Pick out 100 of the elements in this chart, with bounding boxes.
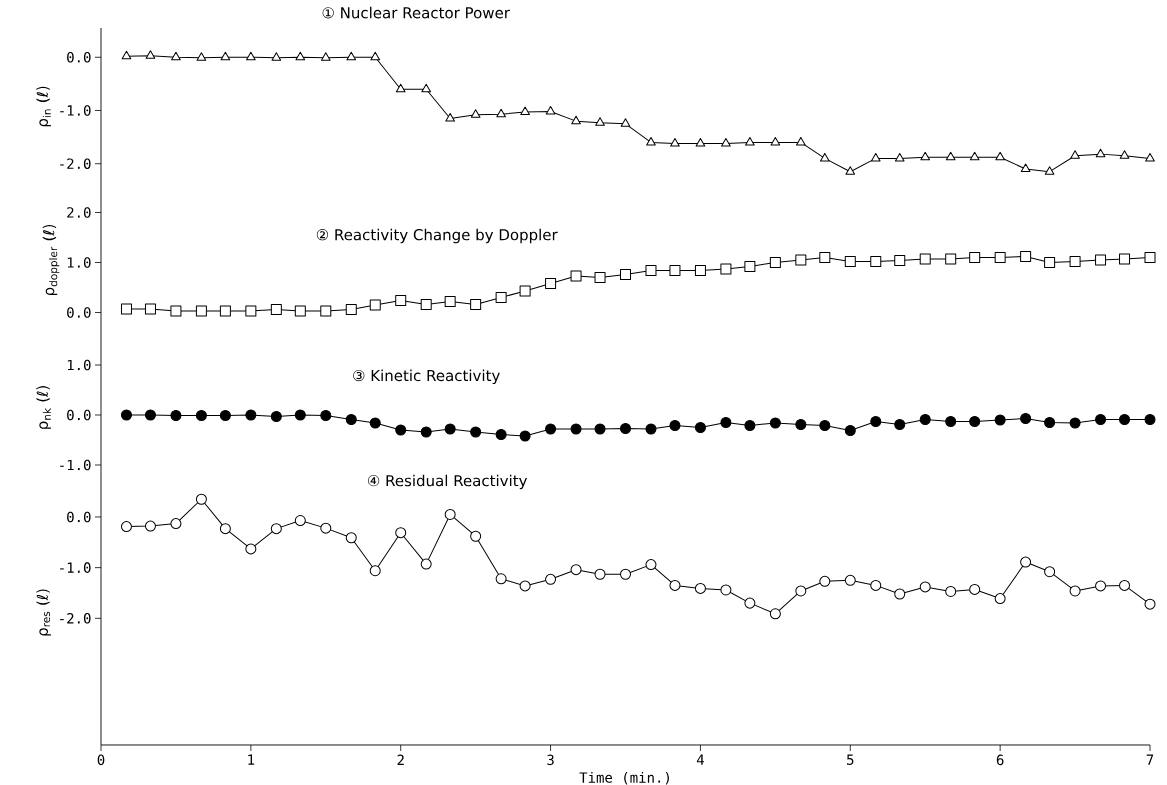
point — [219, 410, 231, 421]
point — [270, 523, 282, 535]
point — [620, 118, 631, 127]
point — [1070, 150, 1080, 159]
point — [1119, 253, 1131, 265]
point — [1095, 254, 1107, 266]
point — [420, 299, 432, 310]
y-tick-label: -1.0 — [60, 459, 91, 471]
point — [369, 565, 381, 577]
y-axis-title: ρ$_{nk}$ (ℓ) — [36, 386, 51, 429]
point — [1069, 585, 1081, 597]
point — [595, 117, 605, 126]
point — [470, 530, 482, 542]
point — [919, 581, 931, 593]
point — [870, 256, 882, 267]
point — [345, 532, 357, 544]
point — [120, 521, 132, 533]
y-tick-label: -1.0 — [60, 562, 91, 573]
point — [969, 252, 981, 263]
point — [570, 423, 582, 435]
point — [195, 410, 207, 421]
point — [669, 264, 681, 276]
point — [1020, 163, 1031, 173]
point — [1145, 152, 1155, 162]
point — [919, 414, 931, 425]
point — [346, 51, 357, 61]
point — [945, 151, 956, 161]
point — [695, 137, 706, 147]
point — [421, 83, 432, 93]
point — [945, 585, 957, 597]
point — [519, 580, 531, 592]
point — [570, 270, 582, 282]
point — [195, 493, 207, 505]
point — [1144, 598, 1156, 610]
point — [246, 51, 256, 61]
point — [519, 430, 531, 442]
point — [145, 50, 156, 59]
point — [395, 424, 407, 436]
point — [844, 574, 856, 586]
point — [594, 568, 606, 580]
point — [844, 256, 856, 267]
point — [495, 573, 507, 585]
point — [171, 51, 181, 61]
point — [245, 305, 257, 317]
point — [720, 417, 732, 428]
point — [345, 304, 357, 315]
point — [620, 423, 631, 434]
point — [1044, 417, 1056, 428]
point — [744, 420, 756, 431]
point — [420, 426, 432, 438]
y-tick-label: -2.0 — [60, 613, 91, 624]
point — [769, 608, 781, 620]
point — [845, 166, 856, 175]
point — [120, 409, 132, 421]
point — [270, 411, 282, 422]
point — [1044, 166, 1055, 175]
point — [369, 299, 381, 311]
point — [720, 584, 732, 596]
point — [220, 51, 231, 61]
point — [694, 582, 706, 594]
point — [420, 558, 432, 570]
point — [894, 588, 906, 600]
point — [844, 425, 856, 436]
point — [945, 253, 957, 265]
point — [894, 152, 905, 162]
point — [470, 426, 482, 438]
point — [320, 410, 332, 421]
point — [345, 414, 357, 425]
y-axis-title: ρ$_{doppler}$ (ℓ) — [42, 224, 60, 296]
point — [770, 136, 781, 146]
point — [819, 252, 831, 263]
point — [646, 136, 656, 146]
point — [144, 520, 156, 532]
point — [570, 564, 582, 576]
point — [1119, 579, 1131, 591]
point — [495, 429, 507, 440]
chart-title: ④ Residual Reactivity — [367, 474, 528, 490]
y-tick-label: 0.0 — [67, 307, 91, 318]
point — [1095, 580, 1107, 592]
x-tick-label: 5 — [847, 754, 854, 765]
point — [219, 305, 231, 317]
point — [571, 115, 581, 125]
y-tick-label: -2.0 — [60, 158, 91, 170]
point — [1119, 414, 1131, 425]
point — [745, 136, 755, 146]
point — [144, 303, 156, 315]
x-tick-label: 7 — [1146, 754, 1154, 765]
point — [294, 305, 306, 317]
x-tick-label: 1 — [248, 754, 255, 765]
point — [1020, 251, 1032, 262]
point — [969, 151, 980, 161]
point — [670, 137, 680, 147]
x-tick-label: 0 — [97, 754, 105, 766]
point — [870, 416, 882, 427]
x-tick-label: 4 — [696, 754, 704, 765]
point — [1020, 413, 1032, 424]
point — [919, 253, 931, 265]
point — [894, 419, 906, 430]
text: ② Reactivity Change by Doppler — [316, 228, 558, 244]
point — [969, 583, 981, 595]
